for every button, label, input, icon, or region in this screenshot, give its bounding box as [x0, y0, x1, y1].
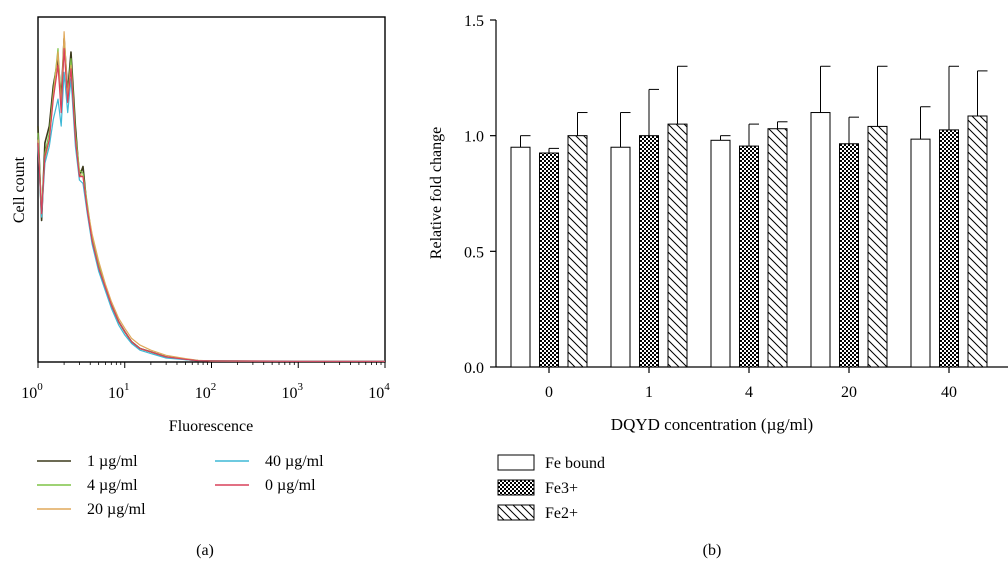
histogram-x-tick-label: 100	[21, 381, 43, 402]
bar	[867, 125, 888, 368]
histogram-x-tick-label: 102	[195, 381, 217, 402]
bar	[810, 112, 831, 368]
bar-chart-x-ticks: 0 1 4 20 40	[545, 367, 957, 401]
bar-chart-y-tick-label: 1.5	[464, 13, 484, 30]
bar-chart-y-ticks: 0.0 0.5 1.0 1.5	[464, 13, 496, 377]
bar	[767, 128, 788, 368]
bar-chart-y-tick-label: 1.0	[464, 129, 484, 146]
histogram-legend: 1 µg/ml 4 µg/ml 20 µg/ml 40 µg/ml 0 µg/ml	[37, 453, 324, 518]
bar-chart-x-tick-label: 0	[545, 384, 553, 401]
bar-chart-panel: 0.0 0.5 1.0 1.5 0 1 4 20 40 Relative fold chang…	[428, 13, 1008, 559]
bar	[567, 135, 588, 368]
bar-chart-y-tick-label: 0.5	[464, 244, 484, 261]
legend-label: 1 µg/ml	[87, 453, 138, 470]
bar-chart-y-axis-label: Relative fold change	[428, 127, 445, 259]
histogram-y-axis-label: Cell count	[11, 156, 28, 223]
histogram-series-line	[37, 31, 385, 362]
legend-label: Fe3+	[545, 480, 578, 497]
bar	[967, 115, 988, 368]
legend-label: Fe bound	[545, 455, 605, 472]
histogram-plot-frame	[37, 16, 386, 363]
legend-swatch	[497, 479, 535, 496]
legend-label: 0 µg/ml	[265, 477, 316, 494]
legend-label: 20 µg/ml	[87, 501, 146, 518]
histogram-series-line	[37, 71, 385, 362]
bar	[667, 123, 688, 368]
bar	[539, 152, 559, 368]
bar	[839, 143, 859, 368]
bar	[910, 138, 931, 368]
histogram-series-line	[37, 37, 385, 363]
bar	[739, 145, 759, 368]
bar-chart-x-tick-label: 20	[841, 384, 857, 401]
bar-chart-bars	[510, 65, 988, 368]
bar	[639, 135, 659, 368]
panel-b-caption: (b)	[703, 542, 722, 559]
legend-label: Fe2+	[545, 505, 578, 522]
legend-label: 4 µg/ml	[87, 477, 138, 494]
bar	[510, 146, 531, 368]
histogram-x-ticks: 100 101 102 103 104	[21, 362, 390, 402]
bar-chart-x-tick-label: 40	[941, 384, 957, 401]
histogram-x-tick-label: 104	[368, 381, 390, 402]
histogram-panel: 100 101 102 103 104 Cell count Fluorescence …	[11, 16, 390, 559]
bar-chart-y-tick-label: 0.0	[464, 360, 484, 377]
bar	[939, 129, 959, 368]
bar-chart-legend: Fe bound Fe3+ Fe2+	[497, 454, 605, 522]
histogram-series-line	[37, 48, 385, 362]
histogram-x-tick-label: 103	[282, 381, 304, 402]
bar-chart-x-axis-label: DQYD concentration (µg/ml)	[611, 415, 813, 434]
panel-a-caption: (a)	[196, 542, 214, 559]
histogram-x-axis-label: Fluorescence	[169, 418, 253, 435]
histogram-series-line	[37, 44, 385, 362]
histogram-curves	[37, 31, 385, 363]
bar-chart-x-tick-label: 1	[645, 384, 653, 401]
bar-chart-x-tick-label: 4	[745, 384, 753, 401]
legend-label: 40 µg/ml	[265, 453, 324, 470]
legend-swatch	[497, 454, 535, 471]
bar	[610, 146, 631, 368]
bar	[710, 139, 731, 368]
histogram-x-tick-label: 101	[108, 381, 130, 402]
legend-swatch	[497, 504, 535, 521]
